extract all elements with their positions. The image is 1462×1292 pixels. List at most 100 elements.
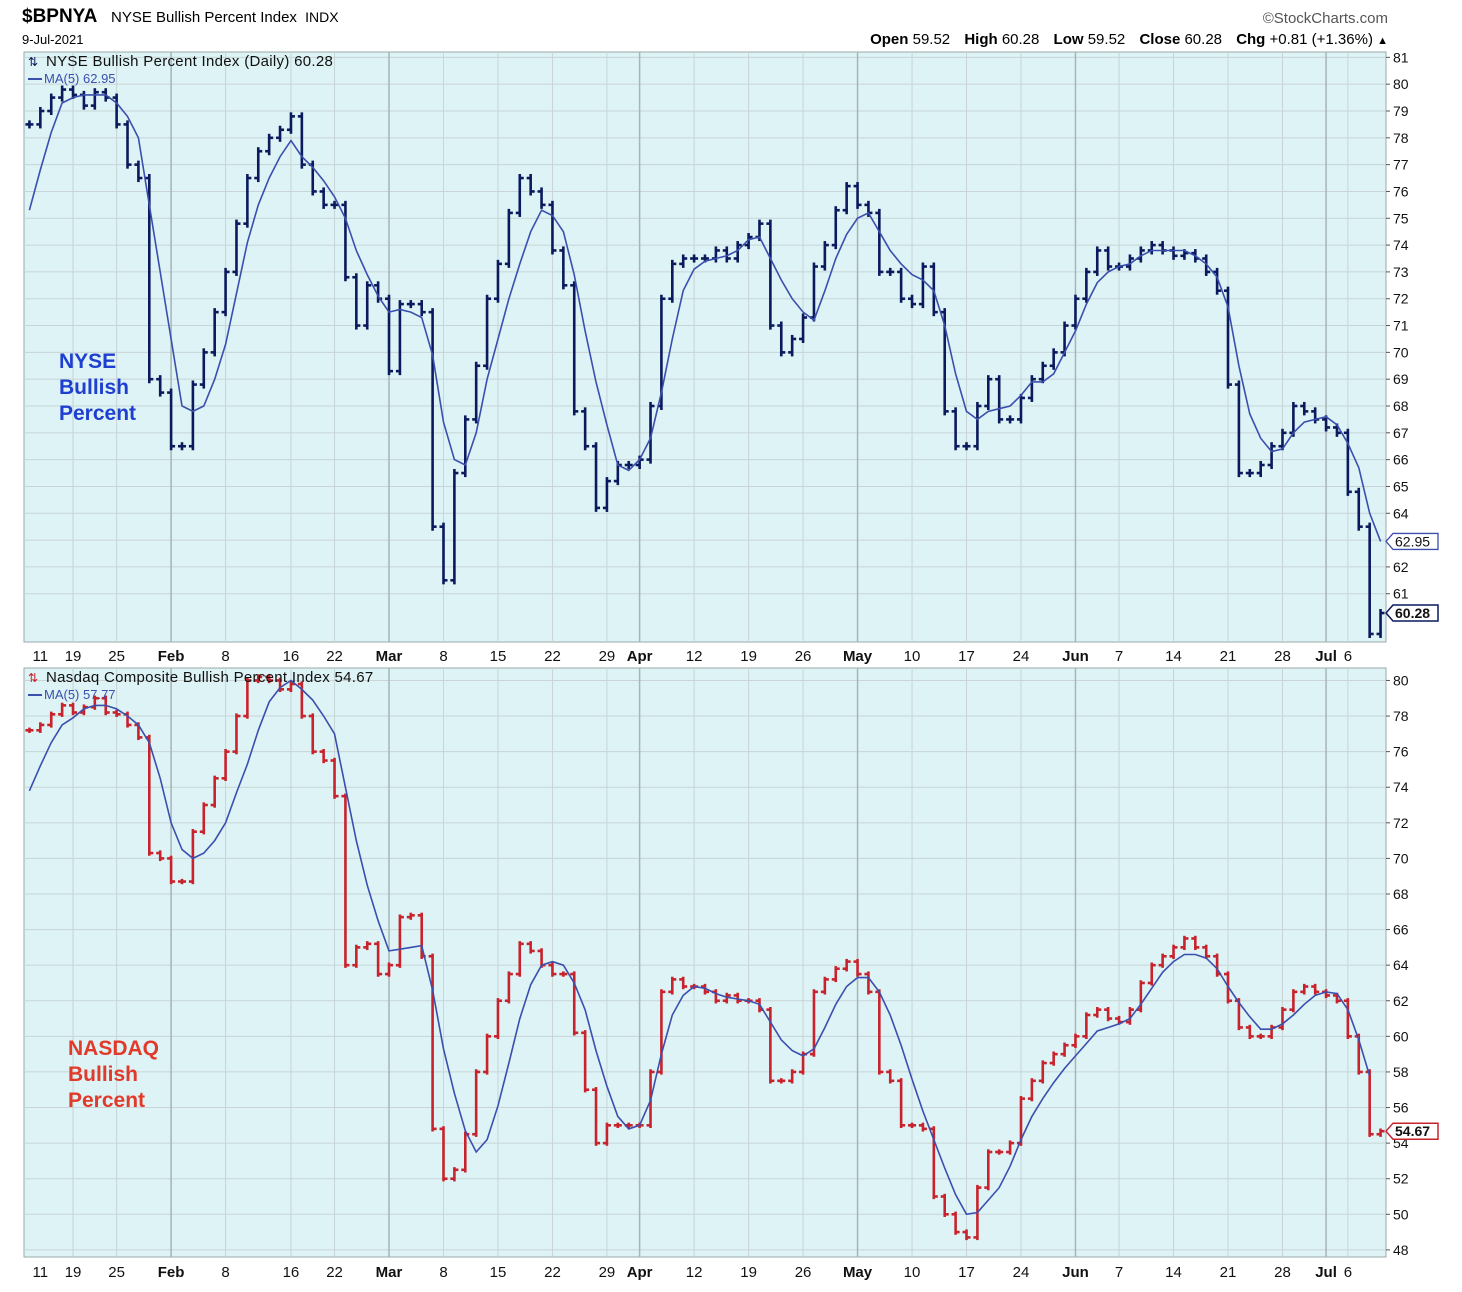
nasdaq-x-tick-label: 25: [108, 1264, 125, 1281]
nyse-x-tick-label: 24: [1013, 648, 1030, 665]
nyse-ohlc-bar: [1071, 294, 1080, 330]
nyse-ohlc-bar: [36, 106, 45, 129]
nasdaq-y-tick-label: 58: [1393, 1064, 1409, 1080]
nasdaq-ohlc-bar: [766, 1006, 775, 1084]
open-label: Open: [870, 31, 909, 48]
nasdaq-ohlc-bar: [483, 1033, 492, 1075]
nyse-ohlc-bar: [1125, 254, 1134, 271]
nyse-y-tick-label: 68: [1393, 398, 1409, 414]
nasdaq-ohlc-bar: [1245, 1024, 1254, 1040]
nyse-y-tick-label: 69: [1393, 371, 1409, 387]
nyse-ohlc-bar: [690, 254, 699, 263]
nasdaq-x-tick-label: Mar: [376, 1264, 403, 1281]
nasdaq-x-tick-label: Jun: [1062, 1264, 1089, 1281]
nasdaq-x-tick-label: May: [843, 1264, 873, 1281]
nasdaq-y-tick-label: 56: [1393, 1100, 1409, 1116]
nasdaq-x-tick-label: Feb: [158, 1264, 185, 1281]
nasdaq-x-tick-label: 19: [740, 1264, 757, 1281]
nyse-ohlc-bar: [908, 294, 917, 309]
nasdaq-ohlc-bar: [210, 775, 219, 808]
nyse-ohlc-bar: [602, 477, 611, 512]
nyse-ohlc-bar: [820, 241, 829, 271]
nasdaq-ohlc-bar: [243, 677, 252, 719]
nasdaq-ohlc-bar: [592, 1087, 601, 1146]
nyse-ohlc-bar: [951, 407, 960, 451]
nyse-legend-ma-label: MA(5) 62.95: [44, 71, 116, 86]
nyse-x-tick-label: 22: [544, 648, 561, 665]
nyse-y-tick-label: 62: [1393, 559, 1409, 575]
low-value: 59.52: [1087, 31, 1126, 48]
nyse-ohlc-bar: [210, 308, 219, 357]
change-value: +0.81 (+1.36%): [1269, 31, 1373, 48]
nyse-y-tick-label: 75: [1393, 210, 1409, 226]
nasdaq-ohlc-bar: [1104, 1006, 1113, 1022]
nasdaq-ohlc-bar: [47, 711, 56, 728]
nasdaq-ohlc-bar: [265, 674, 274, 684]
nyse-side-note: NYSE: [59, 350, 116, 373]
nyse-y-tick-label: 70: [1393, 344, 1409, 360]
nasdaq-x-tick-label: 29: [599, 1264, 616, 1281]
nyse-ohlc-bar: [799, 313, 808, 343]
nasdaq-ohlc-bar: [559, 971, 568, 977]
nasdaq-ohlc-bar: [788, 1069, 797, 1084]
nasdaq-x-tick-label: 6: [1344, 1264, 1352, 1281]
nasdaq-y-tick-label: 68: [1393, 886, 1409, 902]
nyse-ohlc-bar: [1016, 393, 1025, 424]
nasdaq-ohlc-bar: [1158, 953, 1167, 968]
nyse-ohlc-bar: [1213, 267, 1222, 295]
nasdaq-y-tick-label: 62: [1393, 993, 1409, 1009]
nyse-ohlc-bar: [733, 241, 742, 263]
nasdaq-x-tick-label: Jul: [1315, 1264, 1337, 1281]
nyse-ohlc-bar: [1300, 401, 1309, 416]
nasdaq-ohlc-bar: [908, 1122, 917, 1128]
nasdaq-ohlc-bar: [308, 713, 317, 755]
nasdaq-ohlc-bar: [112, 709, 121, 717]
nyse-ohlc-bar: [112, 93, 121, 129]
nasdaq-ohlc-bar: [363, 941, 372, 951]
nyse-ohlc-bar: [624, 460, 633, 470]
nasdaq-ohlc-bar: [493, 998, 502, 1040]
nasdaq-ohlc-bar: [831, 966, 840, 983]
nasdaq-x-tick-label: 28: [1274, 1264, 1291, 1281]
nyse-x-tick-label: 29: [599, 648, 616, 665]
nasdaq-ohlc-bar: [1027, 1078, 1036, 1102]
nyse-ohlc-bar: [581, 407, 590, 451]
nyse-ohlc-bar: [973, 401, 982, 451]
nasdaq-ohlc-bar: [722, 992, 731, 1004]
nasdaq-x-tick-label: 8: [439, 1264, 447, 1281]
close-value: 60.28: [1184, 31, 1223, 48]
nasdaq-ohlc-bar: [167, 855, 176, 885]
nyse-ohlc-bar: [439, 522, 448, 585]
nasdaq-ohlc-bar: [820, 976, 829, 995]
nyse-ohlc-bar: [493, 259, 502, 303]
nyse-ohlc-bar: [1224, 286, 1233, 389]
nyse-ohlc-bar: [297, 112, 306, 169]
nasdaq-x-tick-label: 10: [904, 1264, 921, 1281]
index-name: NYSE Bullish Percent Index: [111, 9, 297, 26]
nyse-ohlc-bar: [875, 208, 884, 276]
nyse-x-tick-label: 11: [33, 648, 49, 665]
nyse-ohlc-bar: [646, 401, 655, 464]
nyse-ohlc-bar: [265, 133, 274, 156]
nasdaq-ohlc-bar: [602, 1122, 611, 1146]
nyse-y-tick-label: 74: [1393, 237, 1409, 253]
nyse-ohlc-bar: [831, 206, 840, 250]
nyse-ohlc-bar: [897, 267, 906, 303]
nasdaq-ohlc-bar: [526, 941, 535, 954]
nyse-ohlc-bar: [1093, 246, 1102, 276]
nyse-panel: 6162636465666768697071727374757677787980…: [23, 49, 1439, 665]
nasdaq-ohlc-bar: [1049, 1051, 1058, 1066]
nyse-ohlc-bar: [177, 442, 186, 451]
nasdaq-ohlc-bar: [1191, 935, 1200, 951]
nasdaq-ohlc-bar: [995, 1149, 1004, 1155]
nyse-x-tick-label: 12: [686, 648, 703, 665]
nyse-x-tick-label: 28: [1274, 648, 1291, 665]
nasdaq-legend-icon: ⇅: [28, 671, 38, 685]
chart-date: 9-Jul-2021: [22, 32, 84, 47]
nasdaq-ohlc-bar: [581, 1030, 590, 1093]
nyse-y-tick-label: 67: [1393, 425, 1409, 441]
nyse-ohlc-bar: [385, 294, 394, 376]
nasdaq-ohlc-bar: [918, 1122, 927, 1132]
